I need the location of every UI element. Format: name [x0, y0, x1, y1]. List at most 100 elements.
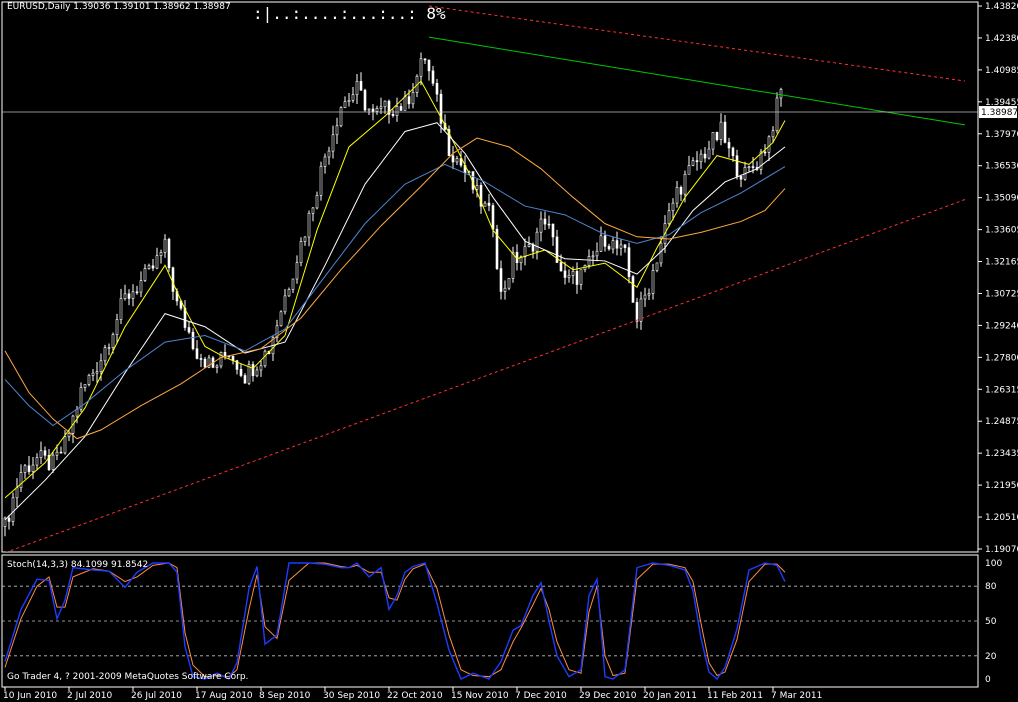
- candle-body: [239, 369, 243, 376]
- candle-body: [31, 464, 35, 472]
- stochastic-y-tick-label: 20: [985, 652, 997, 662]
- candle-body: [371, 108, 375, 112]
- candle-body: [375, 108, 379, 112]
- x-tick-label: 7 Dec 2010: [515, 691, 567, 701]
- candle-body: [115, 319, 119, 335]
- candle-body: [511, 252, 515, 279]
- candle-body: [171, 267, 175, 292]
- candle-body: [447, 129, 451, 157]
- candle-body: [643, 294, 647, 300]
- progress-indicator: :|..:....:...:..: 8%: [253, 4, 446, 23]
- candle-body: [435, 83, 439, 95]
- candle-body: [751, 166, 755, 168]
- candle-body: [571, 270, 575, 276]
- candle-body: [55, 451, 59, 456]
- x-tick-label: 22 Oct 2010: [387, 691, 443, 701]
- stochastic-header: Stoch(14,3,3) 84.1099 91.8542: [7, 560, 149, 570]
- candle-body: [483, 202, 487, 207]
- candle-body: [119, 298, 123, 320]
- candle-body: [331, 134, 335, 152]
- stochastic-y-tick-label: 0: [985, 675, 991, 685]
- candle-body: [275, 325, 279, 339]
- candle-body: [535, 231, 539, 252]
- candle-body: [567, 275, 571, 278]
- candle-body: [147, 265, 151, 269]
- symbol-header: EURUSD,Daily 1.39036 1.39101 1.38962 1.3…: [7, 2, 231, 12]
- y-tick-label: 1.21950: [985, 481, 1018, 491]
- candle-body: [503, 287, 507, 292]
- y-tick-label: 1.20510: [985, 513, 1018, 523]
- candle-body: [347, 99, 351, 102]
- candle-body: [383, 100, 387, 108]
- candle-body: [615, 240, 619, 249]
- candle-body: [151, 265, 155, 269]
- candle-body: [495, 228, 499, 269]
- y-tick-label: 1.27800: [985, 353, 1018, 363]
- candle-body: [335, 125, 339, 136]
- candle-body: [39, 450, 43, 458]
- candle-body: [319, 166, 323, 196]
- candle-body: [7, 517, 11, 522]
- x-tick-label: 29 Dec 2010: [579, 691, 637, 701]
- candle-body: [127, 293, 131, 299]
- candle-body: [295, 262, 299, 280]
- candle-body: [623, 244, 627, 248]
- candle-body: [63, 436, 67, 454]
- candle-body: [591, 255, 595, 258]
- candle-body: [527, 244, 531, 247]
- x-tick-label: 17 Aug 2010: [195, 691, 253, 701]
- candle-body: [15, 487, 19, 499]
- candle-body: [343, 101, 347, 108]
- candle-body: [763, 151, 767, 154]
- candle-body: [759, 151, 763, 170]
- candle-body: [279, 311, 283, 327]
- candle-body: [263, 350, 267, 367]
- candle-body: [355, 81, 359, 96]
- candle-body: [111, 334, 115, 348]
- candle-body: [475, 185, 479, 190]
- candle-body: [667, 210, 671, 224]
- y-tick-label: 1.37970: [985, 130, 1018, 140]
- candle-body: [291, 278, 295, 290]
- candle-body: [547, 223, 551, 226]
- stochastic-y-tick-label: 50: [985, 617, 997, 627]
- candle-body: [123, 293, 127, 299]
- candle-body: [679, 187, 683, 195]
- candle-body: [579, 269, 583, 285]
- candle-body: [67, 433, 71, 438]
- candle-body: [671, 202, 675, 212]
- candle-body: [311, 207, 315, 214]
- candle-body: [707, 148, 711, 159]
- candle-body: [507, 278, 511, 289]
- candle-body: [767, 136, 771, 153]
- candle-body: [735, 155, 739, 177]
- candle-body: [163, 238, 167, 253]
- candle-body: [367, 108, 371, 111]
- candle-body: [655, 262, 659, 271]
- candle-body: [771, 130, 775, 138]
- candle-body: [299, 241, 303, 263]
- candle-body: [607, 246, 611, 250]
- candle-body: [699, 153, 703, 163]
- candle-body: [247, 364, 251, 384]
- stochastic-line: [4, 562, 786, 678]
- candle-body: [91, 372, 95, 376]
- candle-body: [323, 156, 327, 167]
- candle-body: [779, 89, 783, 99]
- candle-body: [95, 371, 99, 374]
- candle-body: [283, 295, 287, 313]
- price-label: 1.38987: [981, 108, 1018, 118]
- candle-body: [555, 236, 559, 263]
- candle-body: [3, 517, 7, 527]
- candle-body: [303, 236, 307, 242]
- candle-body: [259, 365, 263, 371]
- candle-body: [187, 327, 191, 333]
- y-tick-label: 1.24875: [985, 417, 1018, 427]
- candle-body: [235, 360, 239, 370]
- candle-body: [723, 121, 727, 143]
- candle-body: [75, 408, 79, 417]
- candle-body: [411, 92, 415, 105]
- candle-body: [155, 255, 159, 269]
- candle-body: [451, 155, 455, 163]
